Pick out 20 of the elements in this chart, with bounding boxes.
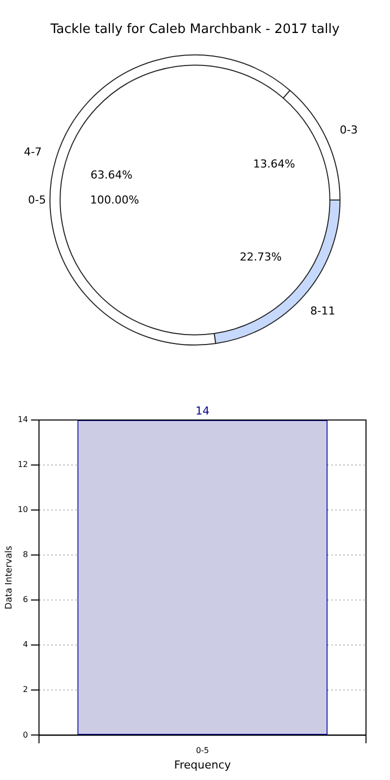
chart-title: Tackle tally for Caleb Marchbank - 2017 tally	[49, 22, 341, 37]
y-tick-label: 14	[18, 415, 28, 424]
slice-label: 0-3	[340, 123, 358, 136]
data-label: 22.73%	[240, 250, 282, 264]
y-tick-label: 0	[22, 730, 28, 740]
y-tick-label: 2	[22, 685, 28, 694]
slice-label: 8-11	[310, 304, 336, 318]
y-tick-label: 4	[22, 640, 28, 650]
y-tick-label: 12	[18, 460, 28, 470]
slice-label: 4-7	[24, 146, 42, 159]
y-axis-title: Data Intervals	[4, 546, 15, 610]
slice-label: 0-5	[28, 194, 46, 206]
y-tick-label: 6	[22, 595, 28, 604]
data-label: 63.64%	[90, 168, 132, 182]
y-tick-label: 10	[18, 505, 28, 514]
x-axis-title: Frequency	[174, 758, 232, 772]
data-label: 13.64%	[253, 157, 296, 170]
y-tick-label: 8	[22, 550, 28, 560]
data-label: 14	[195, 404, 210, 418]
data-label: 100.00%	[90, 194, 140, 206]
